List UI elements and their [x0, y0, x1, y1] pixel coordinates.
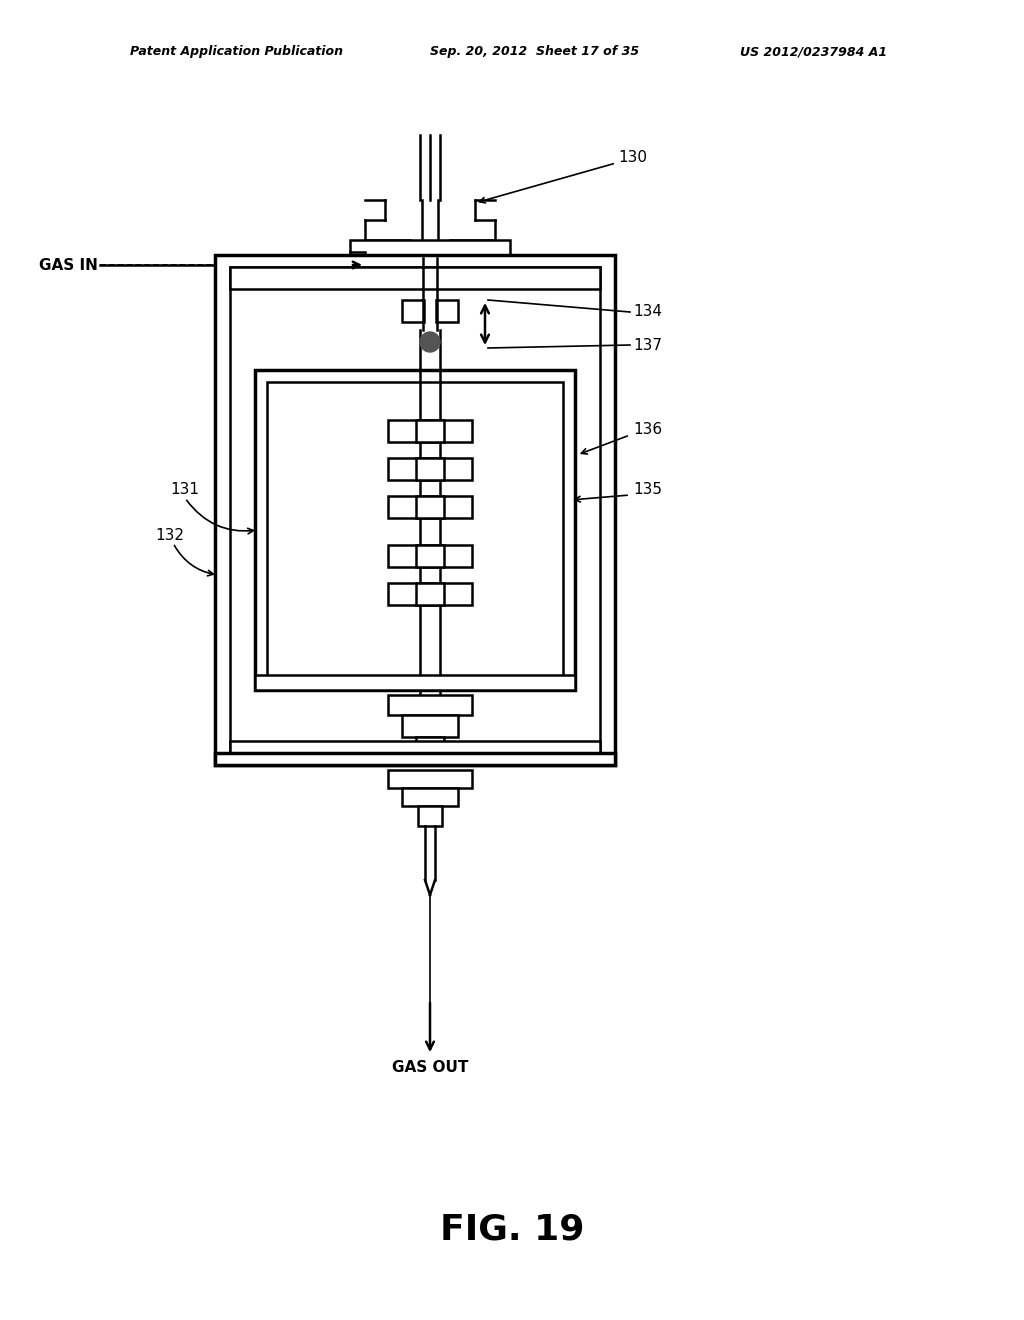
Bar	[388, 696, 472, 715]
Text: Sep. 20, 2012  Sheet 17 of 35: Sep. 20, 2012 Sheet 17 of 35	[430, 45, 639, 58]
Bar	[388, 583, 472, 605]
Bar	[418, 807, 442, 826]
Bar	[416, 583, 444, 605]
Bar	[416, 458, 444, 480]
Bar	[388, 458, 472, 480]
Bar	[416, 737, 444, 755]
Text: GAS IN: GAS IN	[39, 257, 98, 272]
Bar	[350, 240, 510, 257]
Text: 132: 132	[156, 528, 184, 543]
Bar	[402, 300, 424, 322]
Circle shape	[420, 333, 440, 352]
Text: 137: 137	[633, 338, 662, 352]
Text: US 2012/0237984 A1: US 2012/0237984 A1	[740, 45, 887, 58]
Bar	[230, 267, 600, 752]
Bar	[230, 267, 600, 289]
Text: 134: 134	[633, 305, 662, 319]
Bar	[350, 252, 365, 279]
Text: GAS OUT: GAS OUT	[392, 1060, 468, 1076]
Bar	[267, 381, 563, 678]
Bar	[388, 420, 472, 442]
Bar	[230, 741, 600, 752]
Bar	[215, 255, 615, 766]
Text: 130: 130	[618, 150, 647, 165]
Text: 136: 136	[633, 422, 663, 437]
Bar	[436, 300, 458, 322]
Bar	[402, 715, 458, 737]
Bar	[402, 788, 458, 807]
Bar	[215, 752, 615, 766]
Text: Patent Application Publication: Patent Application Publication	[130, 45, 343, 58]
Text: 131: 131	[171, 483, 200, 498]
Bar	[388, 496, 472, 517]
Bar	[255, 675, 575, 690]
Bar	[416, 545, 444, 568]
Bar	[416, 496, 444, 517]
Bar	[388, 545, 472, 568]
Bar	[388, 770, 472, 788]
Bar	[416, 420, 444, 442]
Bar	[255, 370, 575, 690]
Text: FIG. 19: FIG. 19	[439, 1213, 585, 1247]
Text: 135: 135	[633, 483, 662, 498]
